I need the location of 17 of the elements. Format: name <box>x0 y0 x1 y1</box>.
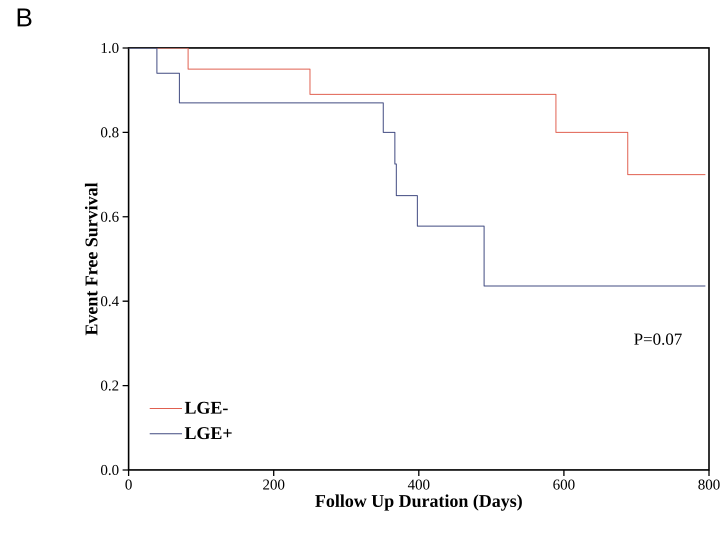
text: B <box>18 8 32 26</box>
legend-label: LGE- <box>184 402 228 414</box>
y-tick-label: 1.0 <box>102 42 119 54</box>
y-axis-title: Event Free Survival <box>84 182 98 336</box>
y-tick-label: 0.8 <box>100 127 119 138</box>
x-tick-label: 800 <box>698 480 720 490</box>
y-tick-label: 0.6 <box>100 212 119 222</box>
annotation: P=0.07 <box>634 333 682 345</box>
y-tick-label: 0.0 <box>100 464 119 476</box>
x-tick-label: 400 <box>408 480 430 490</box>
y-tick-label: 0.4 <box>100 296 119 306</box>
x-tick-label: 0 <box>125 480 132 490</box>
y-tick-label: 0.2 <box>100 380 118 391</box>
x-axis-title: Follow Up Duration (Days) <box>315 494 522 511</box>
x-tick-label: 600 <box>553 480 575 490</box>
legend-label: LGE+ <box>184 427 232 440</box>
x-tick-label: 200 <box>263 480 284 490</box>
